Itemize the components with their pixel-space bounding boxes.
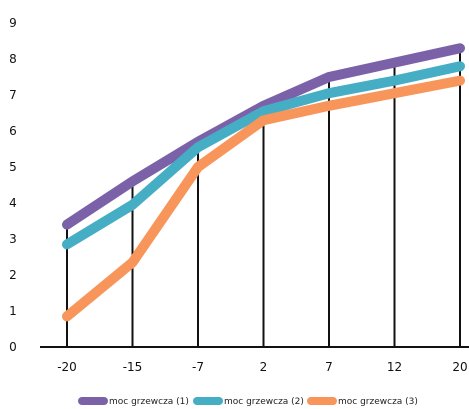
- y-tick-label: 0: [9, 340, 17, 354]
- series-lines: [62, 43, 465, 322]
- legend-item-2: moc grzewcza (2): [193, 397, 304, 407]
- x-tick-label: 7: [325, 360, 333, 374]
- legend-item-1: moc grzewcza (1): [78, 397, 189, 407]
- x-tick-label: -15: [123, 360, 143, 374]
- legend-label: moc grzewcza (1): [109, 397, 189, 407]
- y-tick-label: 4: [9, 196, 17, 210]
- x-tick-labels: -20 -15 -7 2 7 12 20: [57, 360, 467, 374]
- series-line-3: [62, 75, 465, 322]
- x-tick-label: -7: [192, 360, 204, 374]
- y-tick-labels: 0 1 2 3 4 5 6 7 8 9: [9, 16, 17, 354]
- y-tick-label: 8: [9, 52, 17, 66]
- y-tick-label: 1: [9, 304, 17, 318]
- legend-item-3: moc grzewcza (3): [307, 397, 418, 407]
- series-line-1: [62, 43, 465, 230]
- x-tick-label: 20: [452, 360, 467, 374]
- legend: moc grzewcza (1) moc grzewcza (2) moc grze…: [78, 397, 418, 407]
- x-tick-label: 2: [260, 360, 268, 374]
- y-tick-label: 5: [9, 160, 17, 174]
- y-tick-label: 6: [9, 124, 17, 138]
- y-tick-label: 3: [9, 232, 17, 246]
- x-tick-label: -20: [57, 360, 77, 374]
- y-tick-label: 2: [9, 268, 17, 282]
- y-tick-label: 7: [9, 88, 17, 102]
- x-tick-label: 12: [387, 360, 402, 374]
- legend-label: moc grzewcza (2): [224, 397, 304, 407]
- y-tick-label: 9: [9, 16, 17, 30]
- legend-label: moc grzewcza (3): [338, 397, 418, 407]
- series-line-2: [62, 61, 465, 250]
